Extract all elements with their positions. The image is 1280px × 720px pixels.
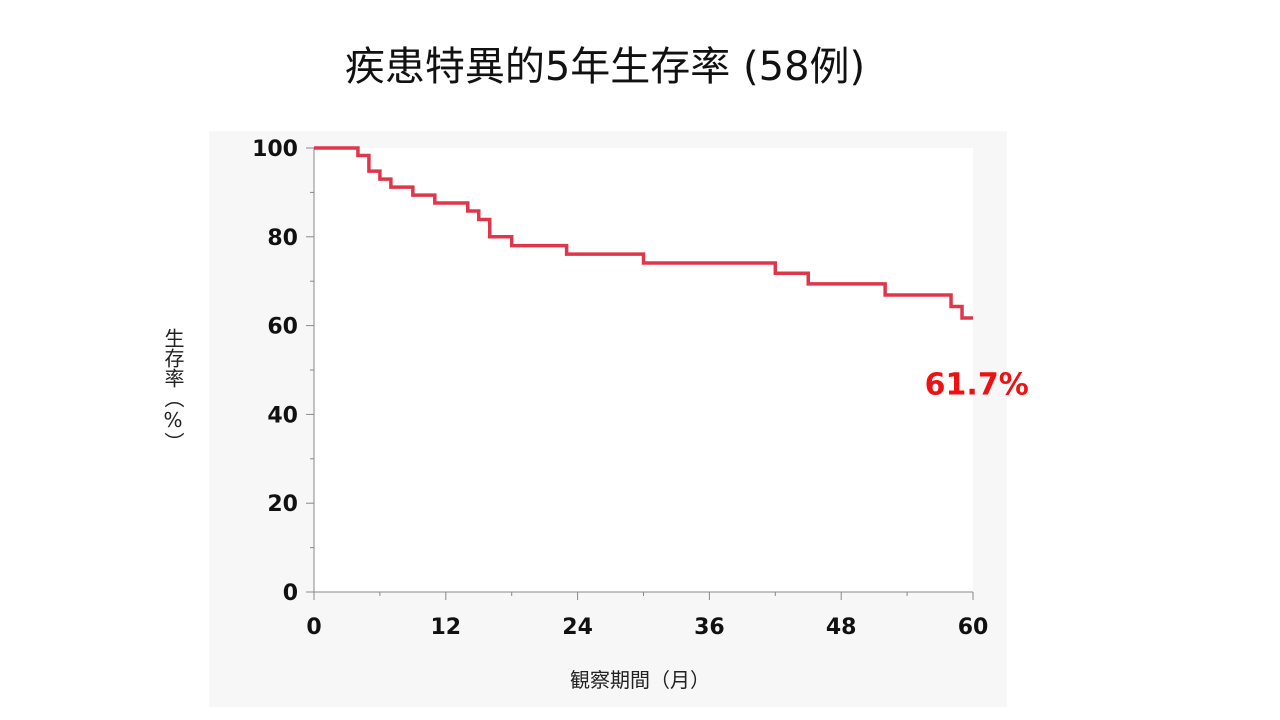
page-title: 疾患特異的5年生存率 (58例) (344, 44, 866, 90)
x-axis-label: 観察期間（月） (570, 668, 710, 692)
y-axis-label: 生存率（%） (161, 328, 185, 452)
plot-panel (209, 131, 1007, 707)
